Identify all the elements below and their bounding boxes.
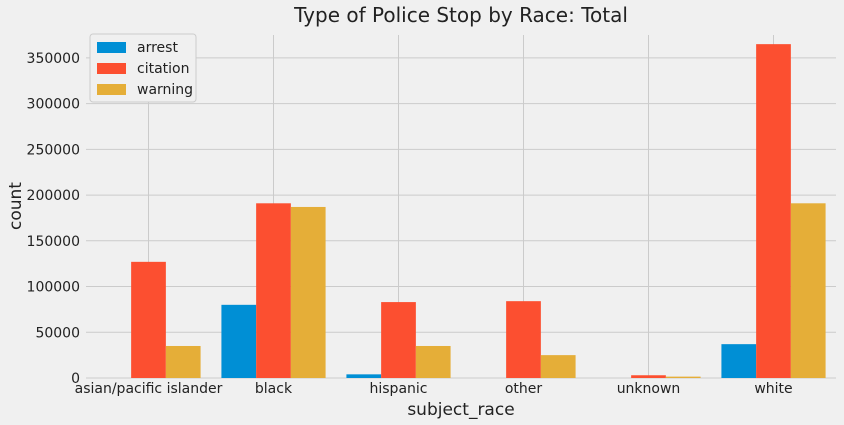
bar-citation-4 (631, 375, 666, 378)
bars (131, 44, 826, 378)
bar-warning-5 (790, 203, 826, 378)
bar-citation-0 (131, 261, 166, 378)
x-tick-label: unknown (617, 381, 681, 397)
y-tick-label: 0 (71, 371, 80, 387)
gridlines (86, 35, 836, 379)
y-tick-label: 300000 (27, 97, 80, 113)
bar-arrest-1 (221, 304, 257, 378)
legend: arrest citation warning (89, 33, 197, 103)
x-axis-ticks: asian/pacific islander black hispanic other… (75, 381, 793, 397)
y-tick-label: 150000 (27, 234, 80, 250)
y-axis-ticks: 0 50000 100000 150000 200000 250000 300000 3500… (27, 51, 80, 387)
legend-label-arrest: arrest (137, 40, 178, 56)
legend-swatch-arrest (97, 42, 126, 53)
y-tick-label: 50000 (35, 325, 80, 341)
legend-label-citation: citation (137, 61, 189, 77)
y-tick-label: 200000 (27, 188, 80, 204)
y-axis-label: count (6, 182, 26, 230)
bar-citation-2 (381, 302, 416, 378)
bar-warning-4 (665, 376, 701, 378)
y-tick-label: 250000 (27, 142, 80, 158)
bar-warning-3 (540, 355, 576, 378)
y-tick-label: 350000 (27, 51, 80, 67)
x-tick-label: hispanic (370, 381, 428, 397)
y-tick-label: 100000 (27, 280, 80, 296)
chart-title: Type of Police Stop by Race: Total (293, 3, 628, 27)
x-tick-label: asian/pacific islander (75, 381, 223, 397)
bar-citation-3 (506, 301, 541, 378)
bar-citation-5 (756, 44, 791, 378)
bar-warning-0 (165, 345, 201, 378)
bar-warning-2 (415, 345, 451, 378)
legend-swatch-warning (97, 84, 126, 95)
x-tick-label: white (754, 381, 792, 397)
legend-swatch-citation (97, 63, 126, 74)
bar-arrest-2 (346, 374, 382, 378)
bar-arrest-5 (721, 344, 757, 378)
bar-warning-1 (290, 206, 326, 378)
legend-label-warning: warning (137, 82, 193, 98)
bar-citation-1 (256, 203, 291, 378)
x-axis-label: subject_race (407, 400, 514, 420)
x-tick-label: other (505, 381, 543, 397)
x-tick-label: black (255, 381, 293, 397)
